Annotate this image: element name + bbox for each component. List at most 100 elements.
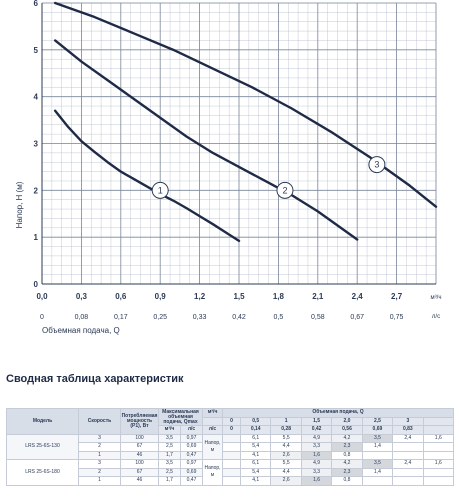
pump-curve-chart: 1 2 3 0 1 2 3 4 5 6 0,0 0,3 0,6 0,9 1,2 1,5 1,8 2,1 2,4 2,…: [15, 0, 442, 335]
curve-label-circle-2: [276, 181, 294, 199]
x2-tick-label: 0,75: [390, 314, 404, 321]
y-tick-label: 6: [34, 0, 39, 8]
header-flow-ls-value: 0,56: [331, 425, 363, 435]
head-value: [392, 476, 424, 486]
head-label: Напор, м: [202, 433, 224, 460]
head-value: 4,4: [270, 467, 302, 477]
head-value: [422, 450, 455, 460]
row-spacer: [222, 442, 242, 452]
head-value: 1,6: [300, 450, 333, 460]
head-value: 4,1: [240, 450, 272, 460]
summary-table-title: Сводная таблица характеристик: [6, 373, 184, 385]
head-value: 4,9: [300, 459, 333, 469]
head-value: [392, 450, 424, 460]
y-tick-label: 5: [34, 46, 39, 55]
header-model: Модель: [6, 408, 79, 435]
header-spacer: [202, 416, 224, 426]
table-row: 1 46 1,7 0,47 4,1 2,6 1,6 0,8: [7, 450, 455, 460]
qmax-m3h-value: 1,7: [158, 476, 181, 486]
head-value: 2,3: [331, 467, 363, 477]
x2-tick-label: 0,42: [232, 314, 246, 321]
head-value: 3,5: [361, 459, 394, 469]
power-value: 67: [120, 467, 159, 477]
chart-curve-labels: 1 2 3: [151, 156, 386, 199]
x2-tick-label: 0: [40, 314, 44, 321]
speed-value: 3: [78, 433, 121, 443]
qmax-ls-value: 0,97: [179, 433, 204, 443]
head-value: 2,6: [270, 450, 302, 460]
qmax-ls-value: 0,47: [179, 450, 204, 460]
head-value: [361, 450, 394, 460]
header-power: Потребляемая мощность (P1), Вт: [120, 408, 159, 435]
header-flow-ls-value: 0: [222, 425, 242, 435]
speed-value: 1: [78, 450, 121, 460]
x-tick-label: 1,8: [273, 292, 285, 301]
curve-label-2: 2: [282, 185, 287, 195]
header-unit-ls: л/с: [202, 425, 224, 435]
qmax-m3h-value: 1,7: [158, 450, 181, 460]
head-value: 5,4: [240, 442, 272, 452]
qmax-ls-value: 0,97: [179, 459, 204, 469]
x2-tick-label: 0,08: [75, 314, 89, 321]
curve-label-circle-3: [368, 156, 386, 174]
x2-tick-label: 0,33: [193, 314, 207, 321]
head-label: Напор, м: [202, 459, 224, 486]
x-tick-label: 2,4: [352, 292, 364, 301]
row-spacer: [222, 459, 242, 469]
speed-value: 2: [78, 467, 121, 477]
head-value: 4,2: [331, 433, 363, 443]
speed-value: 2: [78, 442, 121, 452]
head-value: 4,4: [270, 442, 302, 452]
curve-label-1: 1: [158, 185, 163, 195]
header-flow-ls-value: 0,42: [300, 425, 333, 435]
header-max-flow-ls: л/с: [179, 425, 204, 435]
row-spacer: [222, 467, 242, 477]
header-max-flow: Максимальная объемная подача, Qmax: [157, 408, 204, 426]
x-tick-label: 1,2: [194, 292, 206, 301]
x2-tick-label: 0,5: [274, 314, 284, 321]
head-value: 5,5: [270, 433, 302, 443]
power-value: 100: [120, 433, 159, 443]
head-value: 3,3: [300, 442, 333, 452]
head-value: 5,4: [240, 467, 272, 477]
header-flow-spacer: [422, 416, 455, 426]
head-value: 6,1: [240, 459, 272, 469]
model-name: LRS 25-6S-130: [6, 433, 79, 460]
header-flow-m3h-value: 0,5: [240, 416, 272, 426]
y-tick-label: 2: [34, 186, 39, 195]
power-value: 46: [120, 476, 159, 486]
power-value: 100: [120, 459, 159, 469]
chart-grid-major: [41, 2, 437, 285]
header-flow-m3h-value: 2,0: [331, 416, 363, 426]
qmax-m3h-value: 2,5: [158, 467, 181, 477]
table-row: LRS 25-6S-180 3 100 3,5 0,97 Напор, м 6,1 5,5 4,…: [6, 459, 455, 486]
y-axis-label: Напор, H (м): [15, 181, 24, 228]
head-value: 1,4: [361, 467, 394, 477]
x-axis-unit: м³/ч: [431, 295, 442, 301]
x2-tick-label: 0,58: [311, 314, 325, 321]
qmax-ls-value: 0,69: [179, 467, 204, 477]
x-axis-label: Объемная подача, Q: [42, 326, 120, 335]
header-flow-spacer: [422, 425, 455, 435]
head-value: 3,3: [300, 467, 333, 477]
y-tick-label: 1: [34, 233, 39, 242]
head-value: 2,4: [392, 433, 424, 443]
row-spacer: [222, 433, 242, 443]
head-value: [422, 467, 455, 477]
row-spacer: [222, 450, 242, 460]
head-value: 4,2: [331, 459, 363, 469]
header-flow-m3h-value: 2,5: [361, 416, 394, 426]
header-flow-ls-value: 0,69: [361, 425, 394, 435]
qmax-m3h-value: 2,5: [158, 442, 181, 452]
head-value: 2,4: [392, 459, 424, 469]
header-max-flow-m3h: м³/ч: [158, 425, 181, 435]
head-value: 1,4: [361, 442, 394, 452]
chart-series-group: [53, 1, 438, 243]
header-flow-m3h-value: 1: [270, 416, 302, 426]
head-value: 4,9: [300, 433, 333, 443]
x-tick-label: 0,6: [115, 292, 127, 301]
head-value: [361, 476, 394, 486]
head-value: 2,3: [331, 442, 363, 452]
head-value: 4,1: [240, 476, 272, 486]
header-flow-ls-value: 0,83: [392, 425, 424, 435]
